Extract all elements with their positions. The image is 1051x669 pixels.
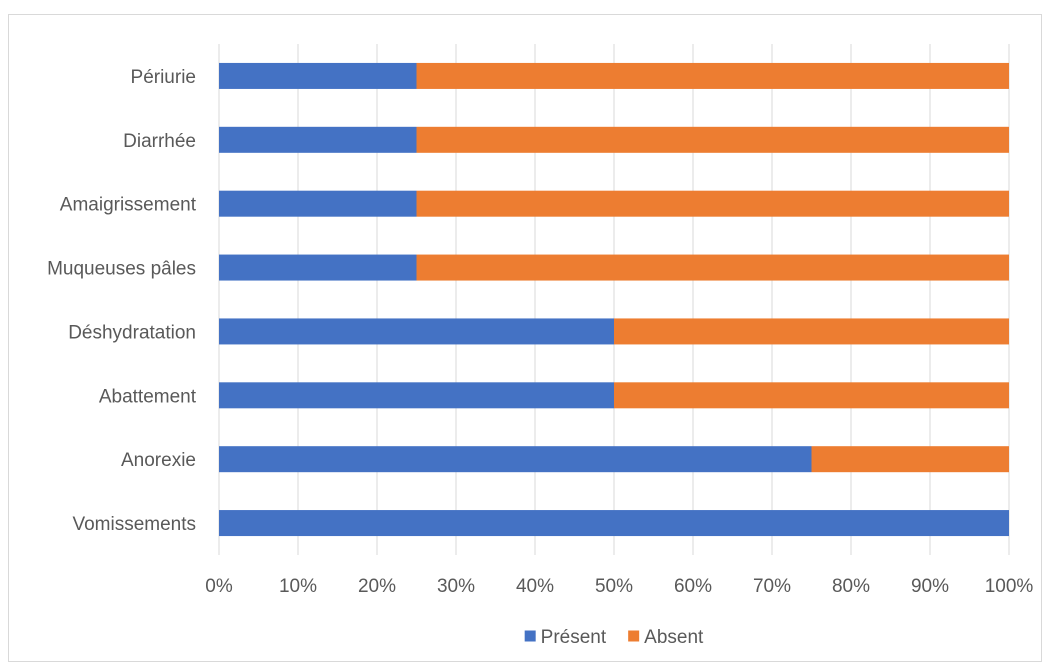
x-tick-label: 10% (279, 576, 317, 597)
x-tick-label: 0% (205, 576, 233, 597)
bars (219, 62, 1009, 537)
x-tick-label: 30% (437, 576, 475, 597)
x-tick-label: 80% (832, 576, 870, 597)
bar-pr-sent (219, 446, 812, 473)
x-tick-label: 100% (985, 576, 1034, 597)
bar-absent (416, 126, 1009, 153)
category-label: Diarrhée (123, 131, 196, 152)
bar-pr-sent (219, 382, 614, 409)
x-tick-label: 40% (516, 576, 554, 597)
x-tick-label: 60% (674, 576, 712, 597)
bar-absent (416, 254, 1009, 281)
legend-label: Présent (541, 627, 607, 648)
x-tick-label: 90% (911, 576, 949, 597)
legend: Présent Absent (524, 627, 704, 648)
bar-absent (416, 62, 1009, 89)
legend-label: Absent (644, 627, 704, 648)
category-label: Périurie (131, 67, 196, 88)
bar-pr-sent (219, 126, 417, 153)
gridlines (218, 44, 1010, 555)
bar-pr-sent (219, 318, 614, 345)
bar-absent (614, 318, 1009, 345)
legend-swatch (628, 630, 640, 642)
category-label: Vomissements (72, 514, 196, 535)
bar-pr-sent (219, 254, 417, 281)
category-label: Abattement (99, 386, 197, 407)
bar-pr-sent (219, 62, 417, 89)
bar-pr-sent (219, 510, 1009, 537)
x-tick-label: 70% (753, 576, 791, 597)
category-labels: Vomissements Anorexie Abattement Déshydrata… (47, 67, 197, 535)
bar-absent (614, 382, 1009, 409)
category-label: Muqueuses pâles (47, 259, 196, 280)
x-tick-label: 50% (595, 576, 633, 597)
x-tick-label: 20% (358, 576, 396, 597)
bar-absent (416, 190, 1009, 217)
category-label: Anorexie (121, 450, 196, 471)
x-tick-labels: 0% 10% 20% 30% 40% 50% 60% 70% 80% 90% 100% (205, 576, 1033, 597)
bar-absent (811, 446, 1009, 473)
legend-swatch (524, 630, 536, 642)
bar-pr-sent (219, 190, 417, 217)
category-label: Amaigrissement (60, 195, 197, 216)
category-label: Déshydratation (68, 322, 196, 343)
